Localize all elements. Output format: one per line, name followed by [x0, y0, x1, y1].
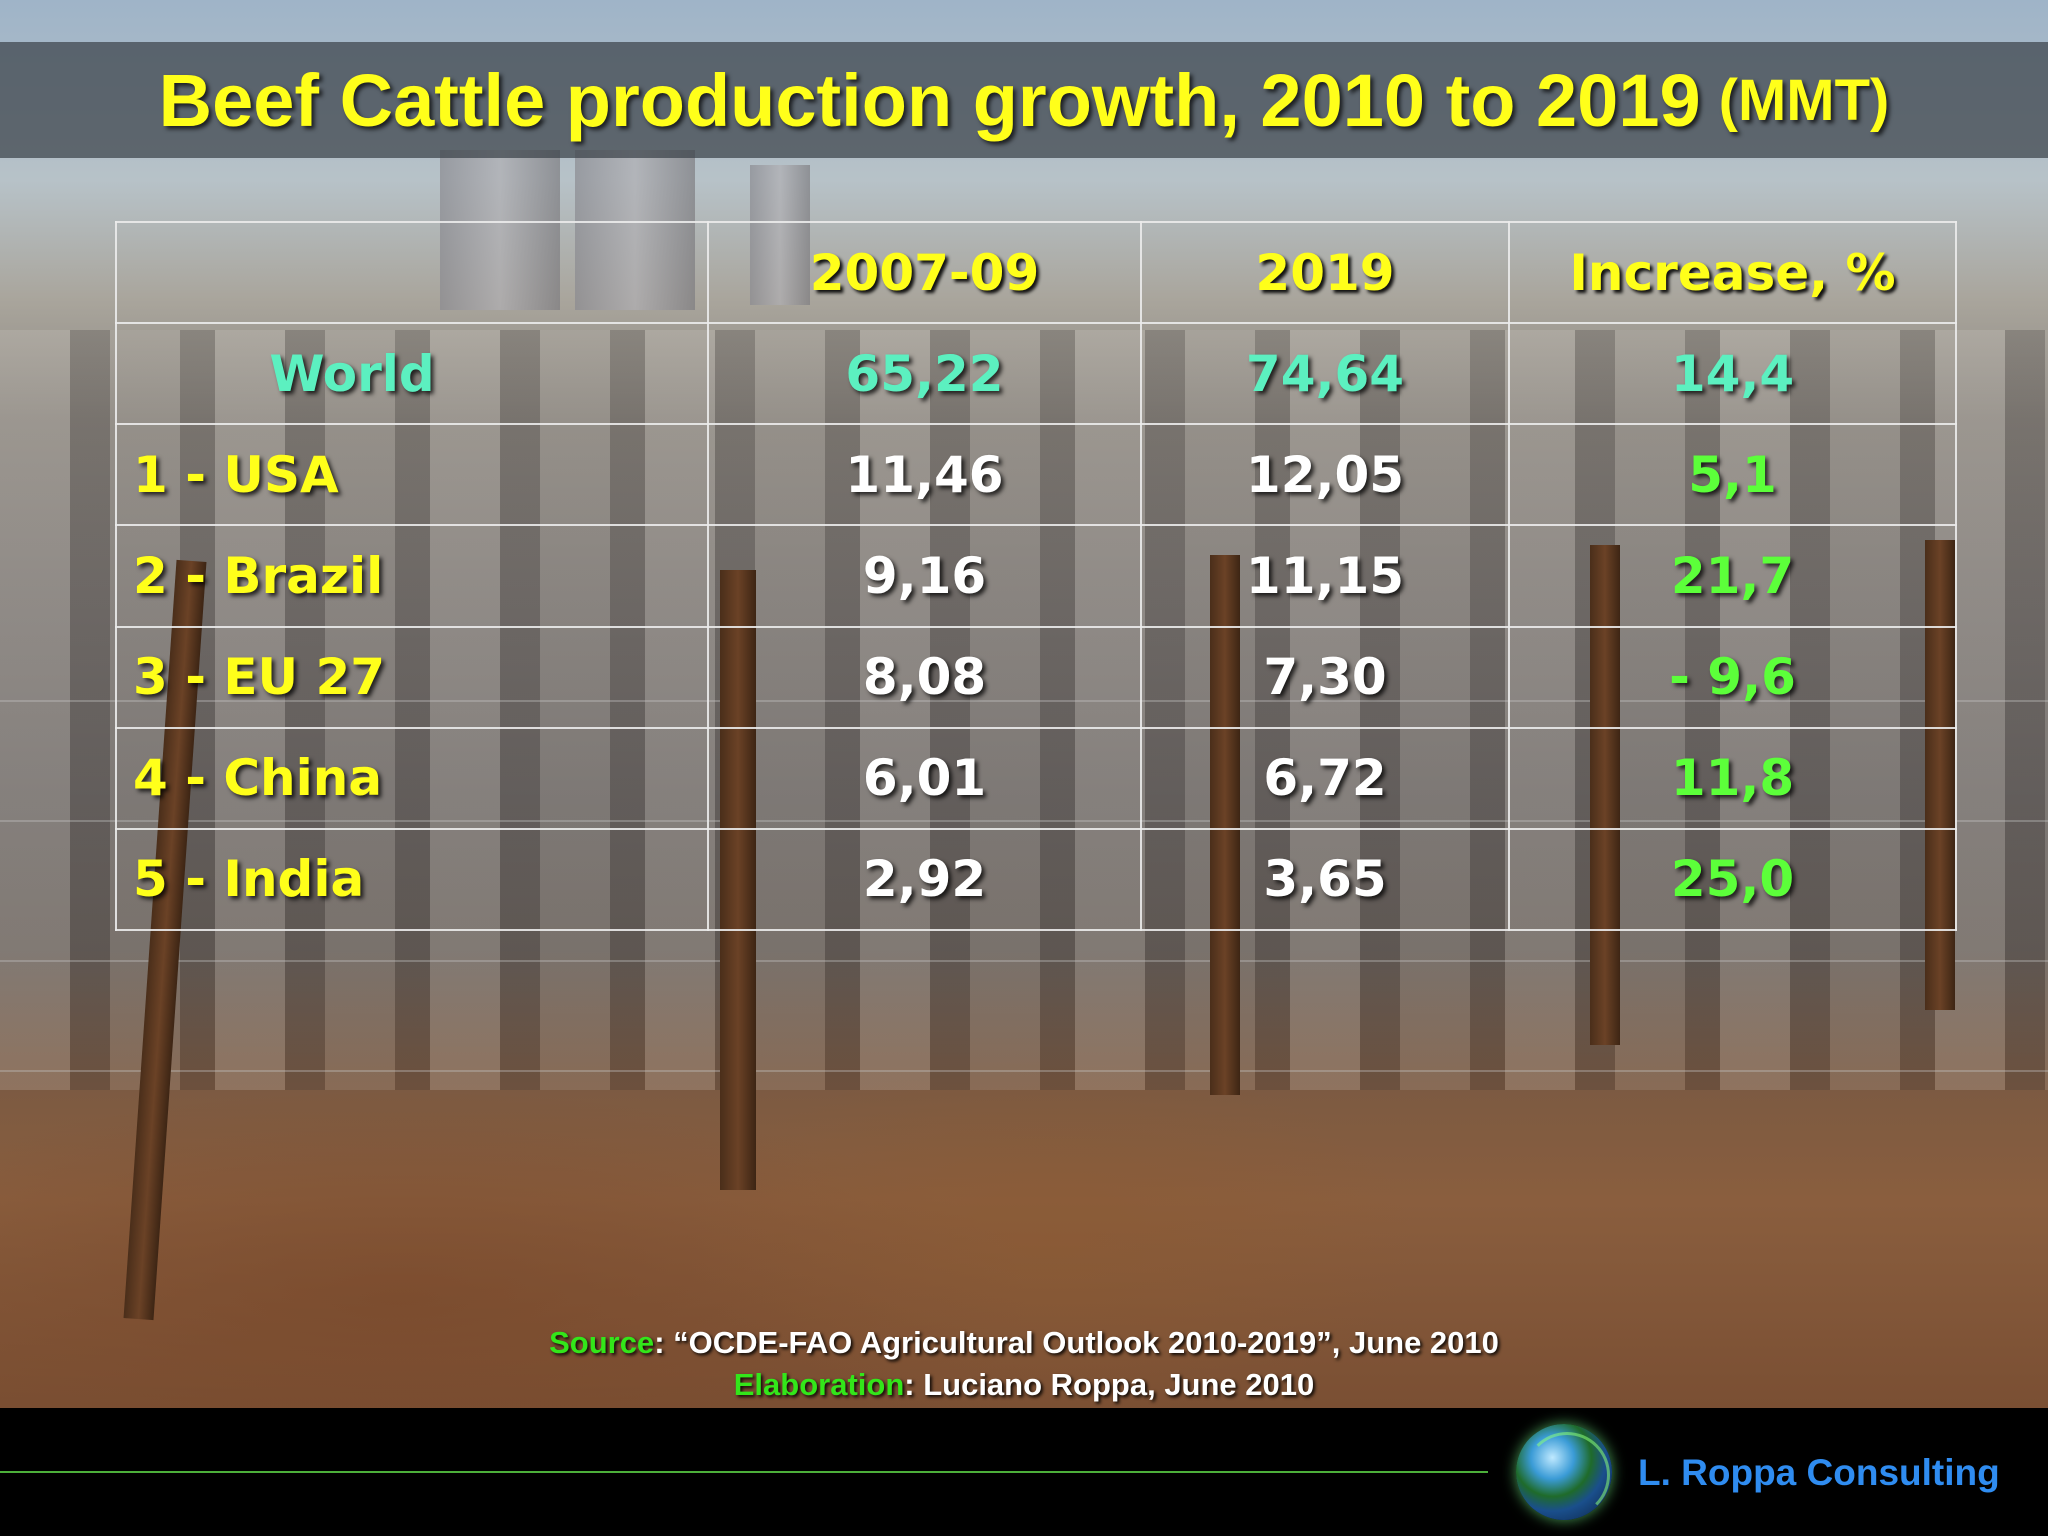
header-2007-09: 2007-09: [707, 220, 1142, 325]
value-2019: 11,15: [1140, 524, 1510, 628]
value-increase: 14,4: [1508, 322, 1957, 426]
value-2007-09: 11,46: [707, 423, 1142, 527]
value-2007-09: 2,92: [707, 827, 1142, 932]
table-row: 2 - Brazil 9,16 11,15 21,7: [115, 524, 1957, 628]
table-row: 3 - EU 27 8,08 7,30 - 9,6: [115, 625, 1957, 729]
elaboration-text: : Luciano Roppa, June 2010: [904, 1367, 1315, 1402]
row-label: 5 - India: [115, 827, 709, 932]
source-note: Source: “OCDE-FAO Agricultural Outlook 2…: [0, 1322, 2048, 1406]
source-line: Source: “OCDE-FAO Agricultural Outlook 2…: [0, 1322, 2048, 1364]
slide-title: Beef Cattle production growth, 2010 to 2…: [0, 42, 2048, 158]
value-increase: - 9,6: [1508, 625, 1957, 729]
table-row-world: World 65,22 74,64 14,4: [115, 322, 1957, 426]
row-label: 4 - China: [115, 726, 709, 830]
row-label: World: [115, 322, 709, 426]
table-row: 4 - China 6,01 6,72 11,8: [115, 726, 1957, 830]
production-table: 2007-09 2019 Increase, % World 65,22 74,…: [115, 220, 1957, 932]
elaboration-label: Elaboration: [733, 1367, 905, 1402]
row-label: 2 - Brazil: [115, 524, 709, 628]
value-2007-09: 65,22: [707, 322, 1142, 426]
value-increase: 11,8: [1508, 726, 1957, 830]
table-row: 1 - USA 11,46 12,05 5,1: [115, 423, 1957, 527]
title-unit: (MMT): [1718, 67, 1890, 133]
row-label: 3 - EU 27: [115, 625, 709, 729]
source-text: : “OCDE-FAO Agricultural Outlook 2010-20…: [654, 1325, 1499, 1360]
value-increase: 25,0: [1508, 827, 1957, 932]
value-2019: 6,72: [1140, 726, 1510, 830]
value-2019: 7,30: [1140, 625, 1510, 729]
value-increase: 5,1: [1508, 423, 1957, 527]
title-band: [0, 42, 2048, 158]
footer-divider: [0, 1471, 1488, 1473]
globe-icon: [1516, 1424, 1612, 1520]
brand-name: L. Roppa Consulting: [1638, 1452, 2000, 1493]
value-2019: 3,65: [1140, 827, 1510, 932]
header-empty: [115, 220, 709, 325]
table-header-row: 2007-09 2019 Increase, %: [115, 220, 1957, 325]
header-increase: Increase, %: [1508, 220, 1957, 325]
value-2007-09: 8,08: [707, 625, 1142, 729]
value-2007-09: 6,01: [707, 726, 1142, 830]
table-row: 5 - India 2,92 3,65 25,0: [115, 827, 1957, 932]
value-2019: 12,05: [1140, 423, 1510, 527]
title-main: Beef Cattle production growth, 2010 to 2…: [158, 58, 1701, 142]
header-2019: 2019: [1140, 220, 1510, 325]
source-label: Source: [549, 1325, 655, 1360]
value-2019: 74,64: [1140, 322, 1510, 426]
value-increase: 21,7: [1508, 524, 1957, 628]
elaboration-line: Elaboration: Luciano Roppa, June 2010: [0, 1364, 2048, 1406]
value-2007-09: 9,16: [707, 524, 1142, 628]
row-label: 1 - USA: [115, 423, 709, 527]
